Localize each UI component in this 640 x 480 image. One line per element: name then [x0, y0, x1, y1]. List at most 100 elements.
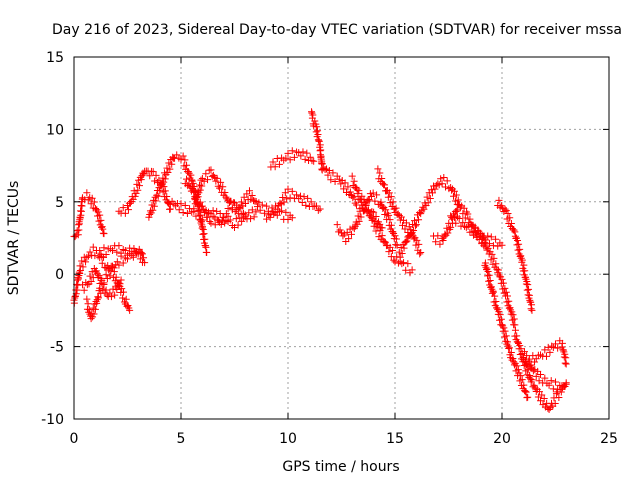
data-point [120, 288, 128, 296]
data-point [502, 288, 510, 296]
data-point [543, 352, 551, 360]
data-series-arc13 [263, 185, 324, 223]
data-point [487, 283, 495, 291]
data-point [504, 292, 512, 300]
data-point [112, 273, 120, 281]
data-point [110, 264, 118, 272]
data-series-arc22 [447, 212, 506, 250]
data-point [521, 387, 529, 395]
data-point [87, 315, 95, 323]
data-point [221, 188, 229, 196]
y-tick-label: -10 [41, 412, 64, 428]
data-point [437, 175, 445, 183]
data-point [385, 189, 393, 197]
data-point [523, 277, 531, 285]
data-point [95, 217, 103, 225]
data-point [393, 253, 401, 261]
data-point [313, 123, 321, 131]
data-point [501, 205, 509, 213]
data-point [386, 216, 394, 224]
data-point [299, 148, 307, 156]
data-point [82, 258, 90, 266]
data-point [317, 146, 325, 154]
data-point [137, 176, 145, 184]
data-point [316, 205, 324, 213]
data-point [378, 232, 386, 240]
data-point [355, 187, 363, 195]
data-point [283, 195, 291, 203]
data-point [119, 294, 127, 302]
data-point [205, 208, 213, 216]
data-point [354, 212, 362, 220]
data-point [117, 252, 125, 260]
data-point [157, 182, 165, 190]
data-point [197, 176, 205, 184]
data-point [198, 182, 206, 190]
data-point [311, 117, 319, 125]
data-point [194, 207, 202, 215]
data-point [370, 222, 378, 230]
data-point [366, 210, 374, 218]
data-point [511, 321, 519, 329]
data-point [448, 186, 456, 194]
data-point [256, 206, 264, 214]
data-point [549, 343, 557, 351]
data-point [149, 206, 157, 214]
data-point [499, 279, 507, 287]
data-point [131, 192, 139, 200]
data-point [525, 285, 533, 293]
data-point [90, 198, 98, 206]
data-point [488, 250, 496, 258]
data-point [224, 204, 232, 212]
data-point [94, 252, 102, 260]
x-axis-label: GPS time / hours [282, 459, 399, 475]
data-point [475, 229, 483, 237]
data-point [132, 189, 140, 197]
data-point [377, 198, 385, 206]
data-point [441, 230, 449, 238]
data-point [272, 202, 280, 210]
data-point [340, 230, 348, 238]
data-point [247, 215, 255, 223]
data-point [347, 230, 355, 238]
data-point [367, 193, 375, 201]
data-point [196, 198, 204, 206]
data-point [288, 147, 296, 155]
data-series-arc27 [519, 348, 570, 393]
data-point [146, 211, 154, 219]
data-point [517, 372, 525, 380]
data-point [415, 216, 423, 224]
data-point [83, 253, 91, 261]
data-point [96, 211, 104, 219]
data-point [111, 291, 119, 299]
data-point [196, 206, 204, 214]
data-point [513, 241, 521, 249]
data-point [354, 190, 362, 198]
data-point [434, 232, 442, 240]
data-point [520, 381, 528, 389]
data-point [302, 201, 310, 209]
data-point [352, 201, 360, 209]
data-point [483, 246, 491, 254]
data-point [237, 198, 245, 206]
data-point [90, 310, 98, 318]
y-tick-label: 5 [55, 195, 64, 211]
data-point [91, 204, 99, 212]
data-series-arc3 [79, 264, 125, 301]
data-point [376, 227, 384, 235]
data-point [394, 210, 402, 218]
data-point [211, 221, 219, 229]
data-point [453, 213, 461, 221]
data-point [266, 213, 274, 221]
data-point [481, 240, 489, 248]
data-point [203, 213, 211, 221]
data-point [497, 315, 505, 323]
data-point [165, 159, 173, 167]
data-point [526, 375, 534, 383]
data-point [353, 185, 361, 193]
data-point [505, 344, 513, 352]
data-point [222, 193, 230, 201]
y-axis-label: SDTVAR / TECUs [6, 181, 22, 296]
data-point [385, 248, 393, 256]
data-point [413, 236, 421, 244]
